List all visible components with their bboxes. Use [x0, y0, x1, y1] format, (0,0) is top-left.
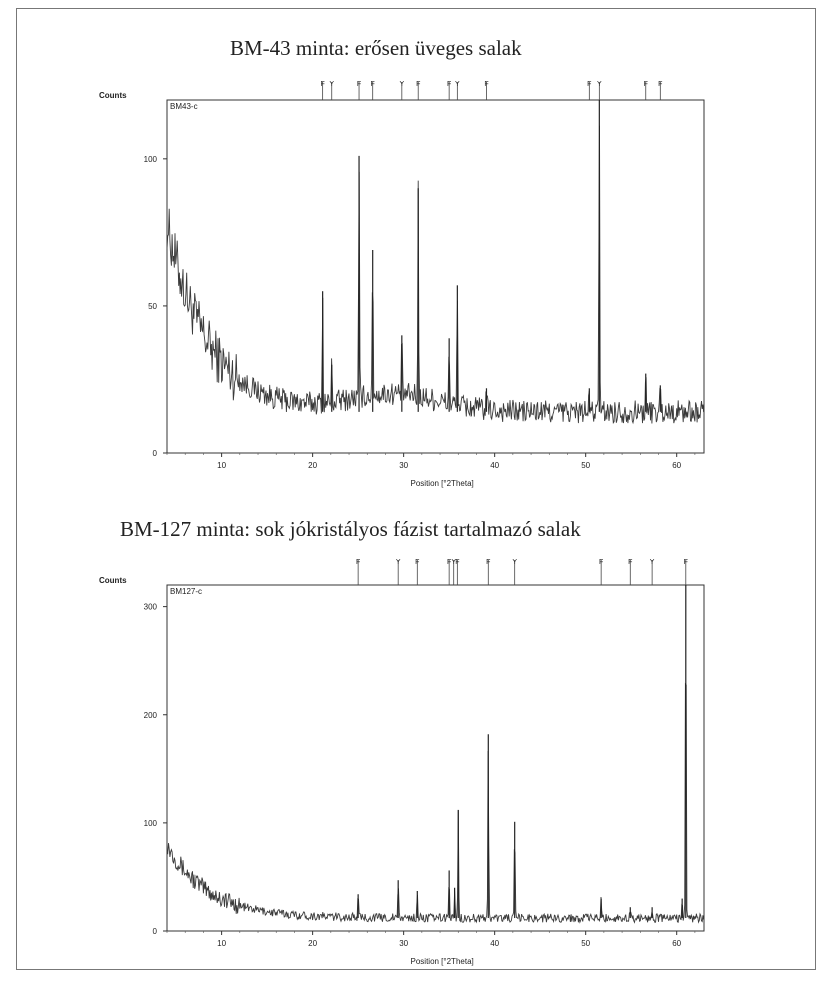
- reference-marker-glyph: Y: [451, 559, 456, 566]
- y-tick-label: 0: [153, 927, 158, 936]
- reference-marker-glyph: F: [599, 559, 603, 566]
- reference-marker-glyph: F: [587, 81, 591, 88]
- reference-marker-glyph: F: [628, 559, 632, 566]
- reference-marker-glyph: F: [357, 81, 361, 88]
- plot-sample-label: BM43-c: [170, 102, 198, 111]
- reference-marker-glyph: F: [447, 559, 451, 566]
- diffraction-series-line: [167, 682, 705, 924]
- reference-marker-glyph: F: [371, 81, 375, 88]
- y-tick-label: 100: [144, 819, 158, 828]
- reference-marker-glyph: Y: [329, 81, 334, 88]
- x-tick-label: 30: [399, 461, 408, 470]
- chart-1-title: BM-43 minta: erősen üveges salak: [230, 36, 522, 60]
- reference-marker-glyph: F: [415, 559, 419, 566]
- x-tick-label: 50: [581, 939, 590, 948]
- x-tick-label: 40: [490, 461, 499, 470]
- x-tick-label: 10: [217, 939, 226, 948]
- x-tick-label: 60: [672, 461, 681, 470]
- plot-sample-label: BM127-c: [170, 587, 202, 596]
- y-axis-label: Counts: [99, 576, 127, 585]
- reference-marker-glyph: Y: [396, 559, 401, 566]
- x-tick-label: 60: [672, 939, 681, 948]
- y-tick-label: 300: [144, 603, 158, 612]
- reference-marker-glyph: F: [356, 559, 360, 566]
- reference-marker-glyph: Y: [455, 81, 460, 88]
- x-axis-label: Position [°2Theta]: [411, 957, 474, 966]
- figure-frame: [16, 8, 816, 970]
- x-tick-label: 20: [308, 939, 317, 948]
- reference-marker-glyph: F: [447, 81, 451, 88]
- x-tick-label: 30: [399, 939, 408, 948]
- x-tick-label: 40: [490, 939, 499, 948]
- plot-area-frame: [166, 584, 705, 932]
- reference-marker-glyph: F: [486, 559, 490, 566]
- x-tick-label: 50: [581, 461, 590, 470]
- reference-marker-glyph: F: [320, 81, 324, 88]
- reference-marker-glyph: F: [684, 559, 688, 566]
- diffraction-series-line: [166, 125, 705, 425]
- reference-marker-glyph: Y: [597, 81, 602, 88]
- x-tick-label: 10: [217, 461, 226, 470]
- reference-marker-glyph: F: [644, 81, 648, 88]
- chart-2-title: BM-127 minta: sok jókristályos fázist ta…: [120, 517, 581, 541]
- chart-1-svg: BM43-c Counts Position [°2Theta] 10 20 30 40 50…: [99, 81, 705, 488]
- reference-marker-glyph: F: [455, 559, 459, 566]
- y-tick-label: 100: [144, 155, 158, 164]
- y-tick-label: 0: [153, 449, 158, 458]
- reference-marker-glyph: F: [416, 81, 420, 88]
- x-axis-label: Position [°2Theta]: [411, 479, 474, 488]
- y-tick-label: 50: [148, 302, 157, 311]
- y-axis-label: Counts: [99, 91, 127, 100]
- reference-marker-glyph: Y: [650, 559, 655, 566]
- chart-2-svg: BM127-c Counts Position [°2Theta] 10 20 30 40 5…: [99, 559, 705, 966]
- y-tick-label: 200: [144, 711, 158, 720]
- reference-marker-glyph: Y: [399, 81, 404, 88]
- x-tick-label: 20: [308, 461, 317, 470]
- plot-area-frame: [166, 99, 705, 454]
- reference-marker-glyph: Y: [512, 559, 517, 566]
- reference-marker-glyph: F: [484, 81, 488, 88]
- reference-marker-glyph: F: [658, 81, 662, 88]
